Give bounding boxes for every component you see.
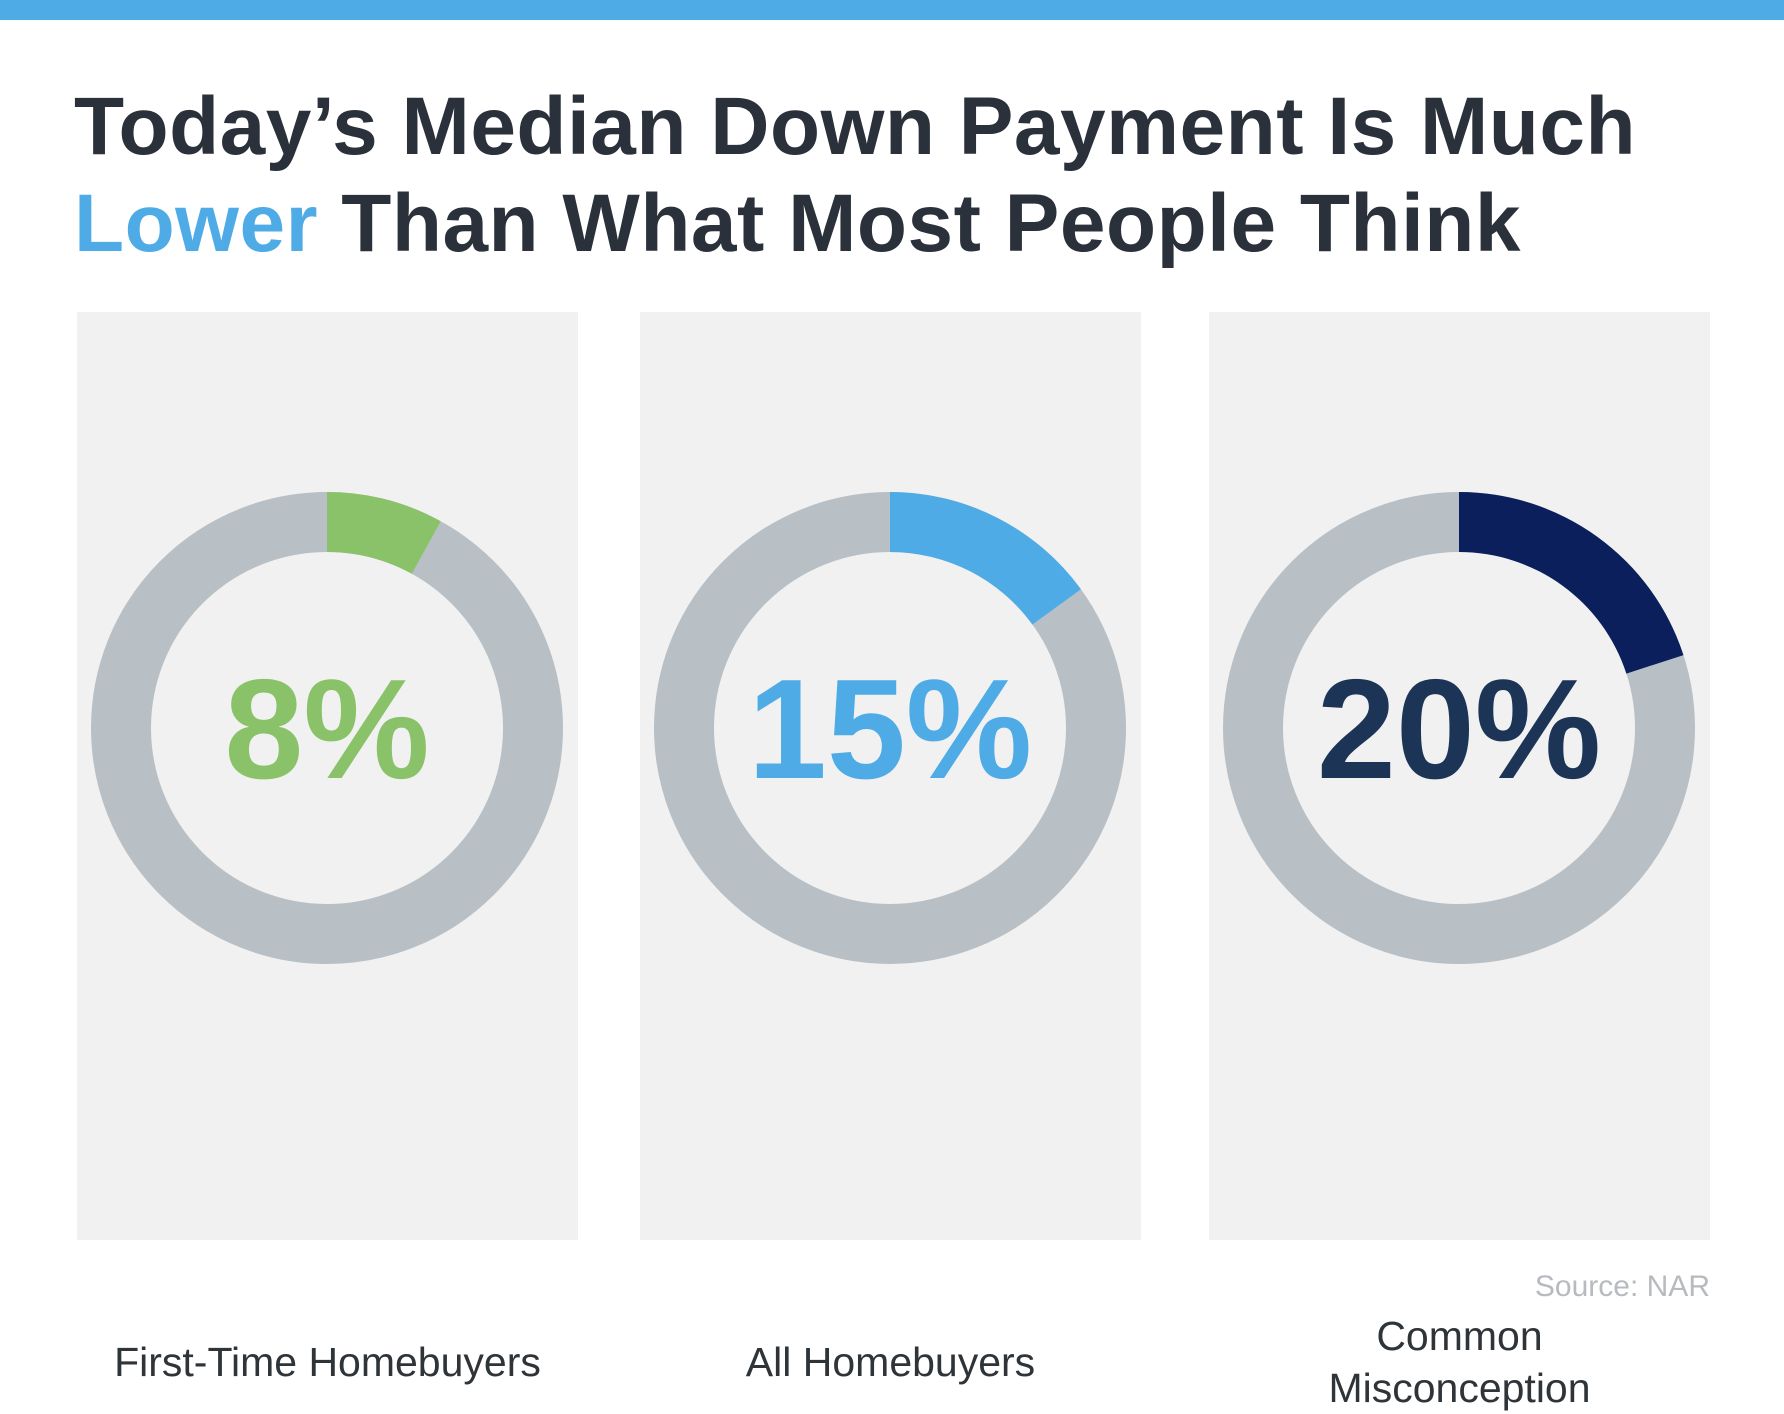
donut-chart: 20%: [1223, 492, 1695, 964]
donut-label-text: First-Time Homebuyers: [114, 1339, 541, 1385]
donut-label: Common Misconception: [1209, 1310, 1710, 1414]
donut-label-text: All Homebuyers: [745, 1339, 1036, 1385]
donut-panel-all: 15% All Homebuyers: [640, 312, 1141, 1385]
donut-label: All Homebuyers: [640, 1336, 1141, 1388]
source-note: Source: NAR: [1534, 1270, 1710, 1303]
title-line-1: Today’s Median Down Payment Is Much: [74, 81, 1637, 172]
donut-value-label: 15%: [748, 650, 1032, 809]
donut-segment: [327, 492, 441, 574]
donut-label: First-Time Homebuyers: [77, 1336, 578, 1388]
donut-chart: 8%: [91, 492, 563, 964]
donut-panel-misconception: 20% Common Misconception: [1209, 312, 1710, 1411]
donut-segment: [890, 492, 1081, 625]
title-line-2: Than What Most People Think: [317, 178, 1521, 269]
title-accent-word: Lower: [74, 178, 318, 269]
donut-value-label: 20%: [1317, 650, 1601, 809]
donut-panel-first-time: 8% First-Time Homebuyers: [77, 312, 578, 1385]
donut-segment: [1459, 492, 1684, 674]
donut-label-text: Common Misconception: [1328, 1313, 1591, 1411]
donut-chart: 15%: [654, 492, 1126, 964]
top-accent-bar: [0, 0, 1784, 20]
page-title: Today’s Median Down Payment Is Much Lowe…: [74, 78, 1714, 272]
donut-value-label: 8%: [224, 650, 429, 809]
